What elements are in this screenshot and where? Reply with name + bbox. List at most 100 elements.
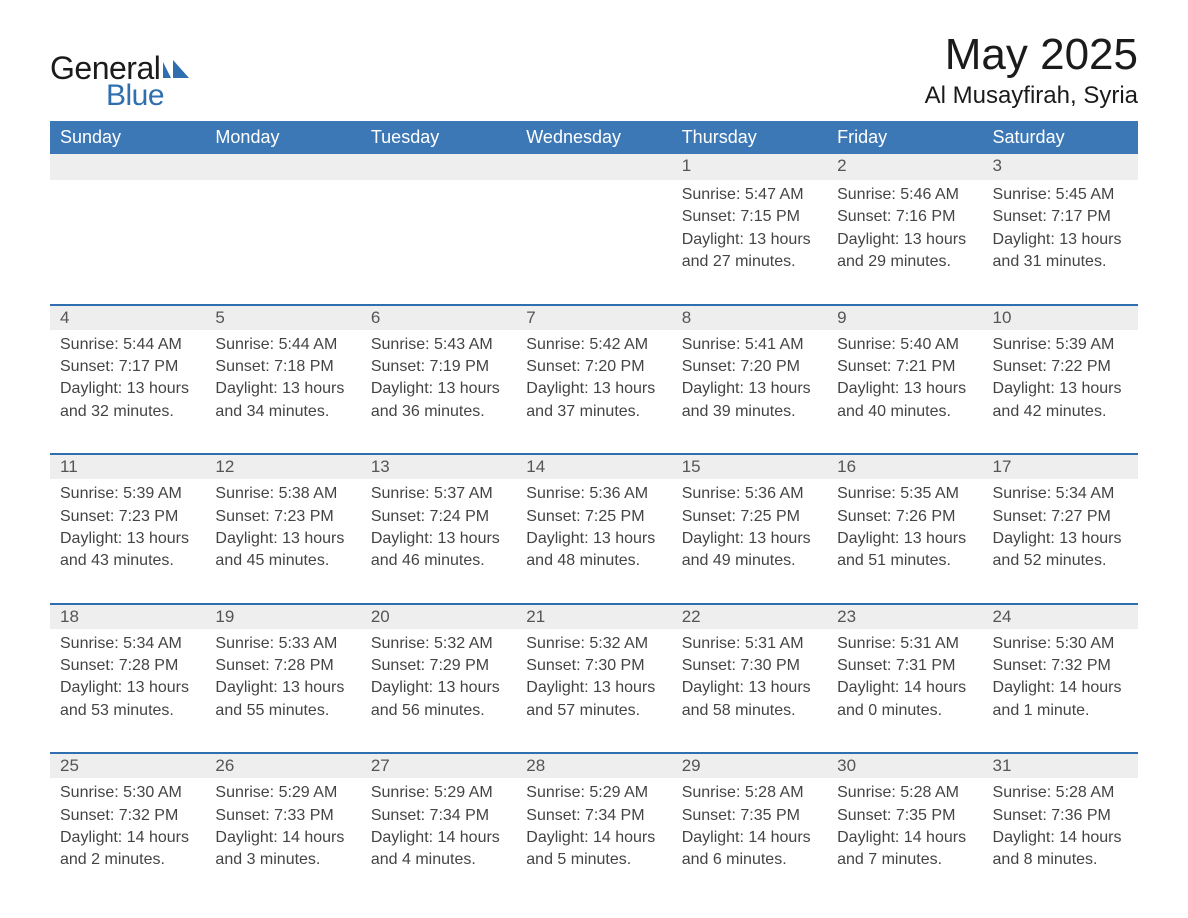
- day-details: Sunrise: 5:46 AMSunset: 7:16 PMDaylight:…: [827, 180, 982, 304]
- weekday-header-row: SundayMondayTuesdayWednesdayThursdayFrid…: [50, 121, 1138, 154]
- sunrise-line: Sunrise: 5:29 AM: [371, 782, 506, 804]
- sunset-line: Sunset: 7:21 PM: [837, 356, 972, 378]
- day-number: 27: [361, 752, 516, 778]
- sunrise-line: Sunrise: 5:44 AM: [215, 334, 350, 356]
- sunset-line: Sunset: 7:20 PM: [526, 356, 661, 378]
- sunset-line: Sunset: 7:25 PM: [526, 506, 661, 528]
- sunrise-line: Sunrise: 5:44 AM: [60, 334, 195, 356]
- sunset-line: Sunset: 7:33 PM: [215, 805, 350, 827]
- daylight-line: Daylight: 14 hours and 4 minutes.: [371, 827, 506, 872]
- sunset-line: Sunset: 7:36 PM: [993, 805, 1128, 827]
- daylight-line: Daylight: 13 hours and 52 minutes.: [993, 528, 1128, 573]
- logo: General Blue: [50, 50, 191, 113]
- sunrise-line: Sunrise: 5:31 AM: [837, 633, 972, 655]
- sunrise-line: Sunrise: 5:47 AM: [682, 184, 817, 206]
- day-number: 4: [50, 304, 205, 330]
- day-number: [205, 154, 360, 180]
- calendar: SundayMondayTuesdayWednesdayThursdayFrid…: [50, 121, 1138, 902]
- day-details: Sunrise: 5:39 AMSunset: 7:23 PMDaylight:…: [50, 479, 205, 603]
- sunrise-line: Sunrise: 5:29 AM: [215, 782, 350, 804]
- sunset-line: Sunset: 7:15 PM: [682, 206, 817, 228]
- day-number: 25: [50, 752, 205, 778]
- day-number: 13: [361, 453, 516, 479]
- weekday-header: Tuesday: [361, 121, 516, 154]
- day-details: [205, 180, 360, 304]
- sunset-line: Sunset: 7:16 PM: [837, 206, 972, 228]
- sunrise-line: Sunrise: 5:36 AM: [682, 483, 817, 505]
- sunrise-line: Sunrise: 5:36 AM: [526, 483, 661, 505]
- sunrise-line: Sunrise: 5:32 AM: [526, 633, 661, 655]
- sunrise-line: Sunrise: 5:29 AM: [526, 782, 661, 804]
- day-number: 7: [516, 304, 671, 330]
- sunset-line: Sunset: 7:24 PM: [371, 506, 506, 528]
- daylight-line: Daylight: 13 hours and 32 minutes.: [60, 378, 195, 423]
- day-number: 29: [672, 752, 827, 778]
- day-number: 23: [827, 603, 982, 629]
- day-details: Sunrise: 5:44 AMSunset: 7:18 PMDaylight:…: [205, 330, 360, 454]
- daylight-line: Daylight: 13 hours and 42 minutes.: [993, 378, 1128, 423]
- day-details: Sunrise: 5:32 AMSunset: 7:29 PMDaylight:…: [361, 629, 516, 753]
- day-details: Sunrise: 5:47 AMSunset: 7:15 PMDaylight:…: [672, 180, 827, 304]
- day-number: 3: [983, 154, 1138, 180]
- daylight-line: Daylight: 14 hours and 3 minutes.: [215, 827, 350, 872]
- sunset-line: Sunset: 7:31 PM: [837, 655, 972, 677]
- sunrise-line: Sunrise: 5:39 AM: [60, 483, 195, 505]
- sunrise-line: Sunrise: 5:35 AM: [837, 483, 972, 505]
- sunset-line: Sunset: 7:22 PM: [993, 356, 1128, 378]
- sunset-line: Sunset: 7:23 PM: [60, 506, 195, 528]
- day-details: Sunrise: 5:35 AMSunset: 7:26 PMDaylight:…: [827, 479, 982, 603]
- sunrise-line: Sunrise: 5:40 AM: [837, 334, 972, 356]
- date-number-row: 25262728293031: [50, 752, 1138, 778]
- sunset-line: Sunset: 7:28 PM: [215, 655, 350, 677]
- sunrise-line: Sunrise: 5:39 AM: [993, 334, 1128, 356]
- location: Al Musayfirah, Syria: [925, 82, 1138, 110]
- day-number: 19: [205, 603, 360, 629]
- sunset-line: Sunset: 7:32 PM: [60, 805, 195, 827]
- day-details: Sunrise: 5:30 AMSunset: 7:32 PMDaylight:…: [50, 778, 205, 902]
- daylight-line: Daylight: 13 hours and 53 minutes.: [60, 677, 195, 722]
- sunrise-line: Sunrise: 5:34 AM: [993, 483, 1128, 505]
- day-number: 21: [516, 603, 671, 629]
- weekday-header: Friday: [827, 121, 982, 154]
- daylight-line: Daylight: 13 hours and 49 minutes.: [682, 528, 817, 573]
- date-detail-row: Sunrise: 5:30 AMSunset: 7:32 PMDaylight:…: [50, 778, 1138, 902]
- day-details: Sunrise: 5:31 AMSunset: 7:31 PMDaylight:…: [827, 629, 982, 753]
- sunset-line: Sunset: 7:34 PM: [371, 805, 506, 827]
- daylight-line: Daylight: 13 hours and 36 minutes.: [371, 378, 506, 423]
- daylight-line: Daylight: 13 hours and 31 minutes.: [993, 229, 1128, 274]
- sunset-line: Sunset: 7:30 PM: [682, 655, 817, 677]
- sunrise-line: Sunrise: 5:37 AM: [371, 483, 506, 505]
- date-number-row: 45678910: [50, 304, 1138, 330]
- daylight-line: Daylight: 14 hours and 6 minutes.: [682, 827, 817, 872]
- daylight-line: Daylight: 14 hours and 1 minute.: [993, 677, 1128, 722]
- sunset-line: Sunset: 7:35 PM: [682, 805, 817, 827]
- date-detail-row: Sunrise: 5:34 AM Sunset: 7:28 PM Daylight:…: [50, 629, 1138, 753]
- daylight-line: Daylight: 13 hours and 40 minutes.: [837, 378, 972, 423]
- weekday-header: Monday: [205, 121, 360, 154]
- sunset-line: Sunset: 7:30 PM: [526, 655, 661, 677]
- sunrise-line: Sunrise: 5:34 AM: [60, 633, 195, 655]
- daylight-line: Daylight: 13 hours and 57 minutes.: [526, 677, 661, 722]
- day-number: 10: [983, 304, 1138, 330]
- daylight-line: Daylight: 13 hours and 51 minutes.: [837, 528, 972, 573]
- daylight-line: Daylight: 14 hours and 8 minutes.: [993, 827, 1128, 872]
- day-number: 30: [827, 752, 982, 778]
- day-details: Sunrise: 5:36 AMSunset: 7:25 PMDaylight:…: [516, 479, 671, 603]
- day-details: Sunrise: 5:29 AMSunset: 7:33 PMDaylight:…: [205, 778, 360, 902]
- day-number: 8: [672, 304, 827, 330]
- sunrise-line: Sunrise: 5:30 AM: [993, 633, 1128, 655]
- sunset-line: Sunset: 7:27 PM: [993, 506, 1128, 528]
- sunrise-line: Sunrise: 5:31 AM: [682, 633, 817, 655]
- day-number: 16: [827, 453, 982, 479]
- day-number: 1: [672, 154, 827, 180]
- daylight-line: Daylight: 13 hours and 46 minutes.: [371, 528, 506, 573]
- daylight-line: Daylight: 14 hours and 0 minutes.: [837, 677, 972, 722]
- day-details: Sunrise: 5:43 AMSunset: 7:19 PMDaylight:…: [361, 330, 516, 454]
- sunrise-line: Sunrise: 5:45 AM: [993, 184, 1128, 206]
- day-details: Sunrise: 5:40 AMSunset: 7:21 PMDaylight:…: [827, 330, 982, 454]
- daylight-line: Daylight: 13 hours and 34 minutes.: [215, 378, 350, 423]
- sunset-line: Sunset: 7:34 PM: [526, 805, 661, 827]
- sunrise-line: Sunrise: 5:43 AM: [371, 334, 506, 356]
- sunrise-line: Sunrise: 5:32 AM: [371, 633, 506, 655]
- day-details: Sunrise: 5:33 AMSunset: 7:28 PMDaylight:…: [205, 629, 360, 753]
